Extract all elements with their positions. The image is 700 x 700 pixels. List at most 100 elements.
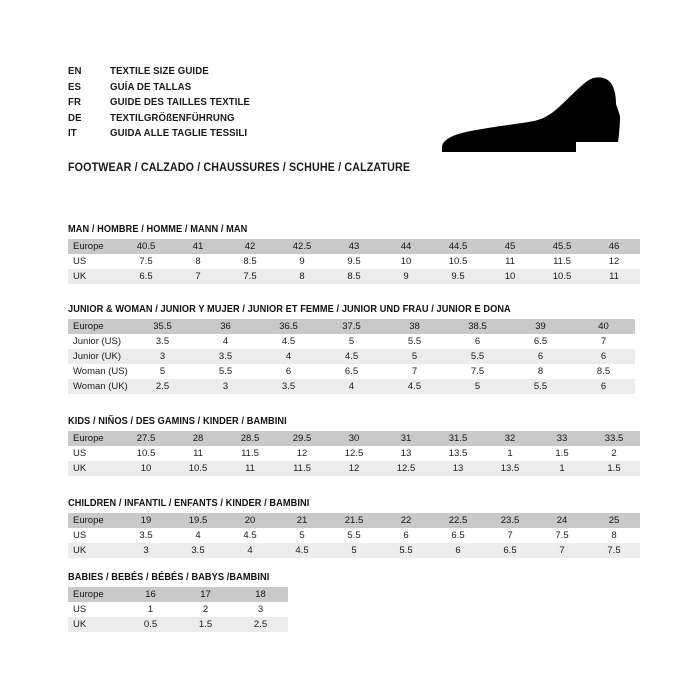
table-row: Woman (UK) 2.5 3 3.5 4 4.5 5 5.5 6 [68,379,635,394]
table-row: UK 3 3.5 4 4.5 5 5.5 6 6.5 7 7.5 [68,543,640,558]
table-header-row: Europe 40.5 41 42 42.5 43 44 44.5 45 45.5 46 [68,239,640,254]
language-row: DE TEXTILGRÖßENFÜHRUNG [68,111,262,127]
section-title: JUNIOR & WOMAN / JUNIOR Y MUJER / JUNIOR… [68,304,511,315]
size-cell: 3 [233,602,288,617]
size-cell: 10.5 [536,269,588,284]
size-cell: 5.5 [509,379,572,394]
size-cell: 5 [276,528,328,543]
size-cell: 36 [194,319,257,334]
size-cell: 5.5 [380,543,432,558]
size-cell: 4 [172,528,224,543]
size-cell: 7 [383,364,446,379]
size-cell: 11.5 [276,461,328,476]
size-cell: 13 [380,446,432,461]
size-cell: 46 [588,239,640,254]
size-cell: 42 [224,239,276,254]
size-cell: 45.5 [536,239,588,254]
row-label: Woman (UK) [68,379,131,394]
size-cell: 28.5 [224,431,276,446]
section-title: BABIES / BEBÉS / BÉBÉS / BABYS /BAMBINI [68,572,270,583]
size-cell: 11 [224,461,276,476]
size-cell: 5 [320,334,383,349]
size-cell: 3 [120,543,172,558]
size-cell: 3 [131,349,194,364]
size-cell: 7.5 [446,364,509,379]
table-row: Woman (US) 5 5.5 6 6.5 7 7.5 8 8.5 [68,364,635,379]
language-code: ES [68,80,82,93]
size-cell: 33 [536,431,588,446]
size-cell: 9 [380,269,432,284]
size-section-junior-woman: JUNIOR & WOMAN / JUNIOR Y MUJER / JUNIOR… [68,304,635,394]
size-cell: 12.5 [328,446,380,461]
size-cell: 38 [383,319,446,334]
table-row: UK 10 10.5 11 11.5 12 12.5 13 13.5 1 1.5 [68,461,640,476]
size-cell: 22 [380,513,432,528]
size-cell: 8 [276,269,328,284]
row-label: US [68,602,123,617]
size-cell: 9.5 [328,254,380,269]
size-cell: 38.5 [446,319,509,334]
size-cell: 5.5 [446,349,509,364]
size-cell: 6 [509,349,572,364]
row-label: UK [68,461,120,476]
size-cell: 8.5 [572,364,635,379]
size-cell: 45 [484,239,536,254]
size-cell: 5 [383,349,446,364]
size-cell: 2.5 [131,379,194,394]
size-table-junior-woman: Europe 35.5 36 36.5 37.5 38 38.5 39 40 Junior (US… [68,319,635,394]
table-row: UK 0.5 1.5 2.5 [68,617,288,632]
size-cell: 2.5 [233,617,288,632]
size-cell: 23.5 [484,513,536,528]
row-label: Europe [68,587,123,602]
size-cell: 6.5 [432,528,484,543]
size-cell: 41 [172,239,224,254]
size-cell: 9.5 [432,269,484,284]
size-cell: 4 [257,349,320,364]
size-cell: 4.5 [224,528,276,543]
size-cell: 19.5 [172,513,224,528]
section-title: KIDS / NIÑOS / DES GAMINS / KINDER / BAM… [68,416,287,427]
size-cell: 6 [257,364,320,379]
size-cell: 37.5 [320,319,383,334]
size-cell: 1 [536,461,588,476]
size-cell: 10.5 [432,254,484,269]
table-header-row: Europe 35.5 36 36.5 37.5 38 38.5 39 40 [68,319,635,334]
size-cell: 8.5 [328,269,380,284]
size-cell: 12 [588,254,640,269]
table-row: US 7.5 8 8.5 9 9.5 10 10.5 11 11.5 12 [68,254,640,269]
size-cell: 12.5 [380,461,432,476]
size-cell: 10.5 [120,446,172,461]
size-cell: 13.5 [432,446,484,461]
size-cell: 2 [178,602,233,617]
size-cell: 1 [123,602,178,617]
size-cell: 21.5 [328,513,380,528]
size-cell: 6 [446,334,509,349]
size-cell: 13 [432,461,484,476]
size-cell: 10.5 [172,461,224,476]
size-cell: 21 [276,513,328,528]
size-section-kids: KIDS / NIÑOS / DES GAMINS / KINDER / BAM… [68,416,640,476]
size-cell: 10 [380,254,432,269]
size-cell: 30 [328,431,380,446]
size-cell: 5 [328,543,380,558]
size-cell: 1.5 [588,461,640,476]
size-cell: 11.5 [224,446,276,461]
size-cell: 39 [509,319,572,334]
size-table-man: Europe 40.5 41 42 42.5 43 44 44.5 45 45.5 46 US 7.5 8… [68,239,640,284]
size-cell: 6.5 [484,543,536,558]
language-code: EN [68,65,82,77]
size-cell: 12 [328,461,380,476]
size-table-babies: Europe 16 17 18 US 1 2 3 UK 0.5 1.5 2.5 [68,587,288,632]
size-cell: 4 [224,543,276,558]
size-cell: 7 [172,269,224,284]
size-cell: 31 [380,431,432,446]
row-label: US [68,446,120,461]
size-cell: 1.5 [536,446,588,461]
size-cell: 11 [172,446,224,461]
size-cell: 25 [588,513,640,528]
size-cell: 16 [123,587,178,602]
language-code: DE [68,111,82,124]
row-label: Europe [68,431,120,446]
size-cell: 3.5 [120,528,172,543]
language-title: TEXTILE SIZE GUIDE [110,65,209,77]
